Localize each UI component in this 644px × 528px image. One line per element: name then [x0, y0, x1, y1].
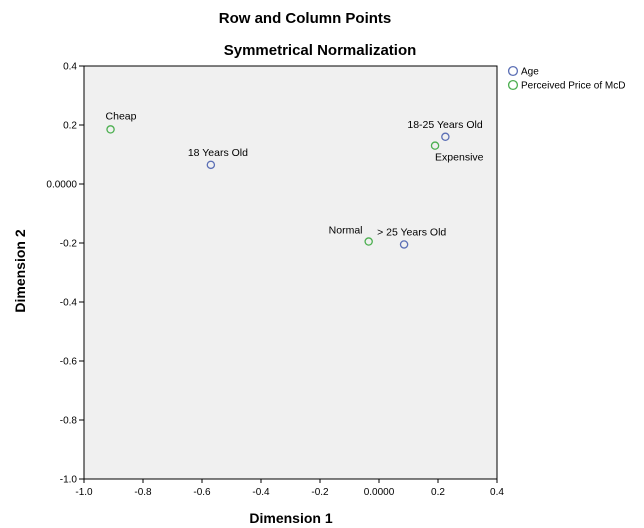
- y-tick-label: 0.2: [63, 121, 77, 132]
- y-tick-label: -0.6: [60, 357, 78, 368]
- y-axis-ticks: -1.0 -0.8 -0.6 -0.4 -0.2 0.0000 0.2 0.4: [46, 62, 84, 486]
- point-marker: [430, 141, 440, 150]
- point-label: 18 Years Old: [188, 147, 248, 159]
- point-label: Expensive: [435, 152, 484, 164]
- point-marker: [206, 160, 216, 170]
- y-axis-title: Dimension 2: [12, 229, 28, 312]
- y-tick-label: -0.2: [60, 239, 78, 250]
- x-tick-label: -0.8: [134, 487, 152, 498]
- legend-label: Perceived Price of McD: [521, 81, 625, 92]
- x-axis-title: Dimension 1: [249, 510, 332, 526]
- x-tick-label: -0.2: [311, 487, 329, 498]
- y-tick-label: -0.4: [60, 298, 78, 309]
- chart-subtitle: Symmetrical Normalization: [224, 42, 417, 59]
- x-tick-label: -0.4: [252, 487, 270, 498]
- y-tick-label: 0.4: [63, 62, 77, 73]
- x-tick-label: 0.0000: [364, 487, 395, 498]
- x-tick-label: -0.6: [193, 487, 211, 498]
- x-axis-ticks: -1.0 -0.8 -0.6 -0.4 -0.2 0.0000 0.2 0.4: [75, 479, 504, 498]
- legend-marker: [507, 65, 519, 77]
- y-tick-label: -0.8: [60, 416, 78, 427]
- x-tick-label: 0.4: [490, 487, 504, 498]
- data-points: 18 Years Old 18-25 Years Old > 25 Years Ol…: [106, 110, 484, 249]
- point-marker: [441, 132, 450, 142]
- legend-marker: [507, 79, 519, 91]
- point-marker: [399, 240, 409, 249]
- point-label: Normal: [329, 225, 363, 237]
- point-marker: [364, 237, 373, 246]
- point-marker: [106, 125, 115, 134]
- point-label: 18-25 Years Old: [407, 119, 482, 131]
- x-tick-label: -1.0: [75, 487, 93, 498]
- x-tick-label: 0.2: [431, 487, 445, 498]
- legend-label: Age: [521, 67, 539, 78]
- point-label: Cheap: [106, 110, 137, 122]
- plot-area: [83, 65, 498, 480]
- point-label: > 25 Years Old: [377, 226, 446, 238]
- y-tick-label: -1.0: [60, 475, 78, 486]
- y-tick-label: 0.0000: [46, 180, 77, 191]
- legend: Age Perceived Price of McD: [507, 65, 625, 92]
- chart-title: Row and Column Points: [219, 10, 392, 27]
